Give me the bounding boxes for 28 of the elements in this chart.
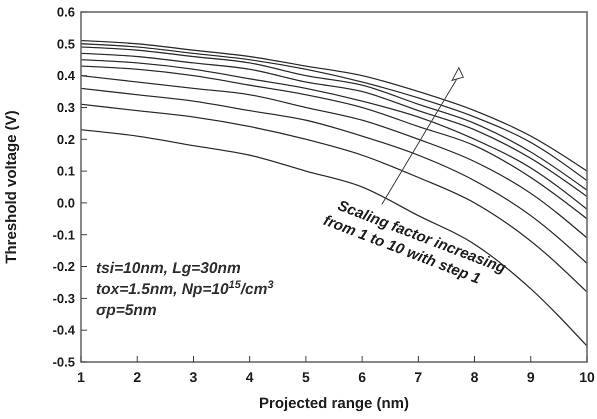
y-tick-label: -0.1 [52, 227, 75, 242]
y-tick-label: -0.2 [52, 259, 75, 274]
x-tick-label: 7 [414, 369, 422, 385]
y-tick-label: -0.4 [52, 322, 76, 338]
x-tick-label: 9 [526, 369, 535, 385]
y-tick-label: 0.1 [56, 164, 75, 179]
annotation: σp=5nm [96, 302, 157, 319]
x-tick-label: 2 [133, 369, 142, 385]
x-tick-label: 6 [358, 369, 366, 385]
y-tick-label: 0.3 [56, 100, 75, 116]
annotation: tsi=10nm, Lg=30nm [96, 260, 241, 277]
y-tick-label: 0.5 [56, 36, 75, 52]
annotation: tox=1.5nm, Np=10$^{15}$/cm$^{3}$ [96, 278, 274, 298]
x-tick-label: 1 [77, 369, 86, 385]
x-tick-label: 5 [302, 369, 310, 385]
x-tick-label: 3 [190, 369, 198, 385]
y-tick-label: 0.6 [56, 4, 75, 20]
x-tick-label: 4 [246, 369, 254, 385]
x-tick-label: 10 [579, 369, 595, 385]
x-tick-label: 8 [470, 369, 479, 385]
y-tick-label: 0.2 [56, 132, 75, 147]
y-tick-label: -0.5 [52, 354, 75, 370]
x-axis-title: Projected range (nm) [258, 395, 410, 412]
y-tick-label: 0.0 [56, 195, 75, 210]
line-series [80, 129, 588, 347]
y-tick-label: 0.4 [56, 68, 76, 84]
y-axis-title: Threshold voltage (V) [3, 110, 20, 264]
y-tick-label: -0.3 [52, 290, 75, 306]
